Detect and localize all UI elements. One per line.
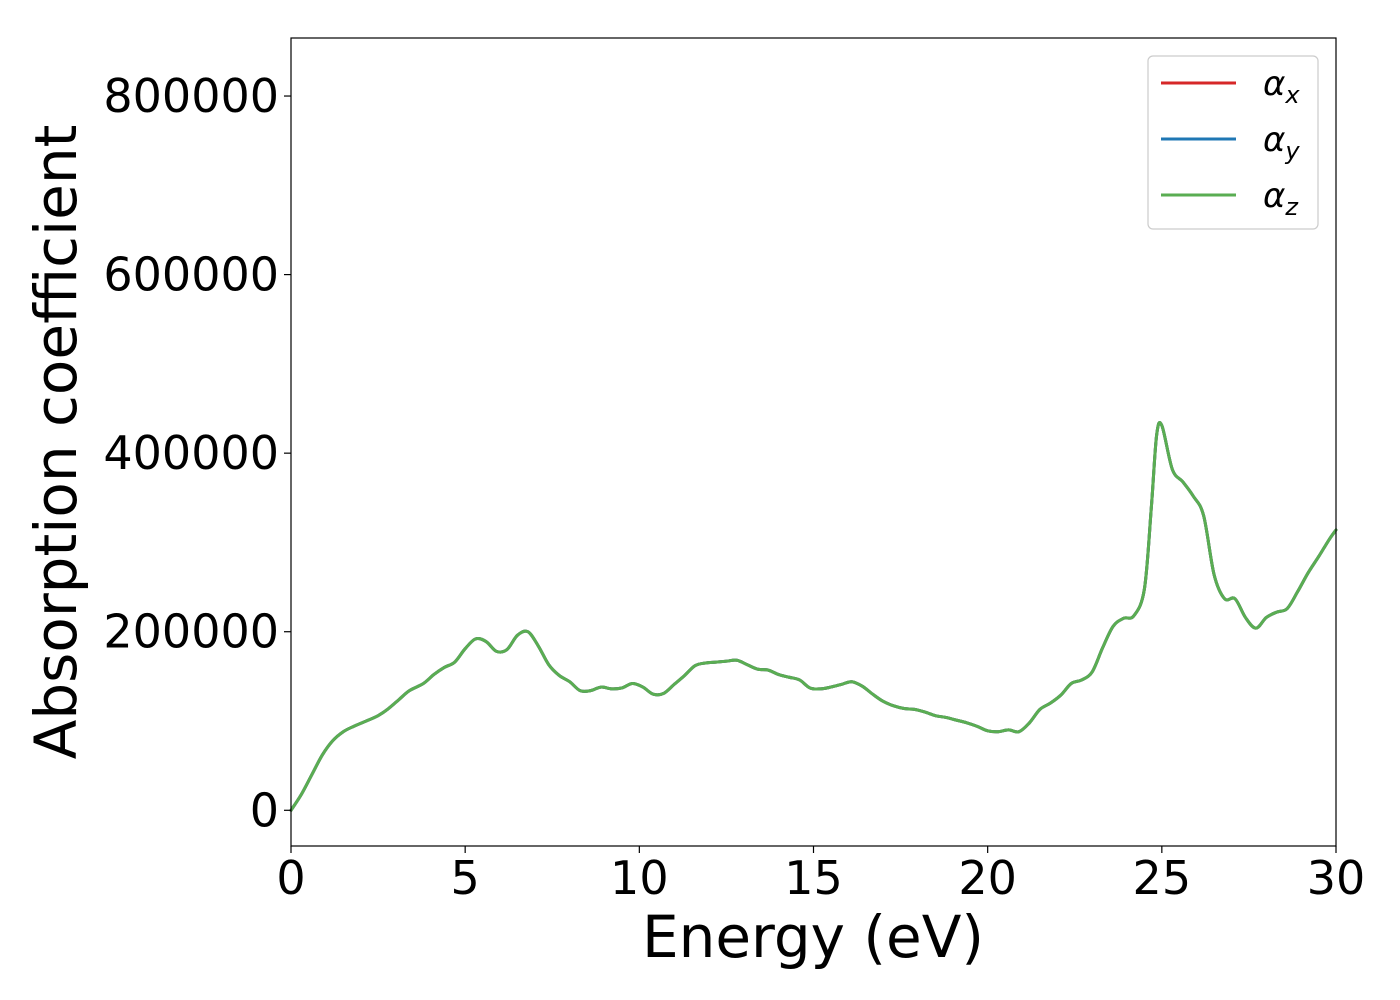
y-tick-label: 0 <box>250 783 279 837</box>
y-axis-ticks: 0 200000 400000 600000 800000 <box>103 69 291 837</box>
x-tick-label: 20 <box>958 851 1017 905</box>
y-tick-label: 200000 <box>103 605 279 659</box>
legend-label-y: αy <box>1263 120 1300 165</box>
x-tick-label: 30 <box>1307 851 1366 905</box>
x-tick-label: 5 <box>451 851 480 905</box>
x-tick-label: 10 <box>610 851 669 905</box>
y-axis-label: Absorption coefficient <box>22 125 90 760</box>
y-tick-label: 400000 <box>103 426 279 480</box>
legend-box <box>1147 55 1319 230</box>
y-tick-label: 600000 <box>103 248 279 302</box>
x-tick-label: 15 <box>784 851 843 905</box>
series-lines <box>289 421 1338 812</box>
x-axis-ticks: 0 5 10 15 20 25 30 <box>276 846 1365 905</box>
y-tick-label: 800000 <box>103 69 279 123</box>
x-axis-label: Energy (eV) <box>642 903 984 971</box>
x-tick-label: 25 <box>1133 851 1192 905</box>
x-tick-label: 0 <box>276 851 305 905</box>
legend-label-x: αx <box>1263 64 1300 109</box>
legend-label-z: αz <box>1263 176 1299 221</box>
series-line-z <box>289 421 1338 812</box>
legend: αx αy αz <box>1147 55 1319 230</box>
